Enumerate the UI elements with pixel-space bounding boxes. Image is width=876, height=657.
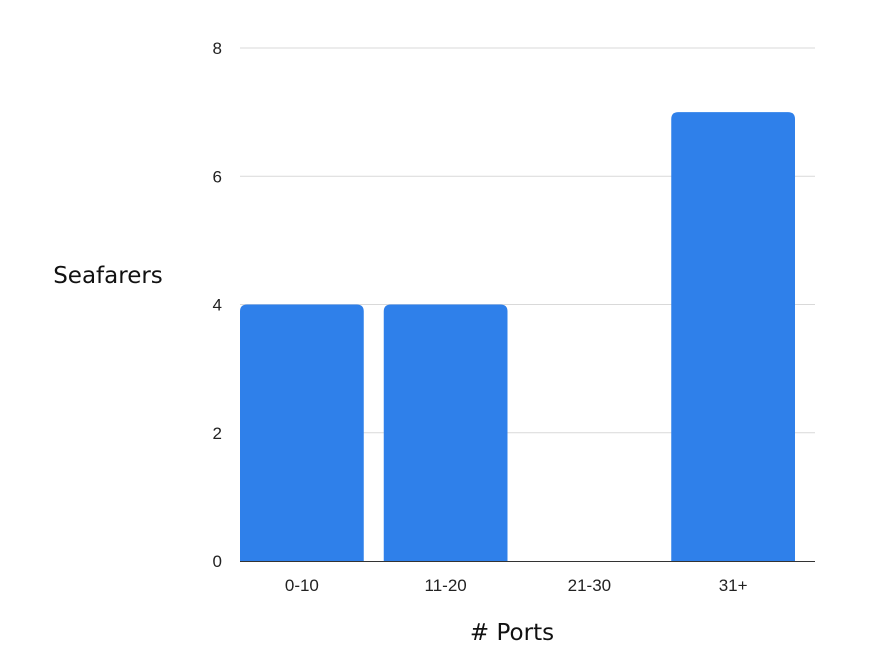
y-axis-ticks: 0 2 4 6 8 <box>213 39 222 571</box>
y-tick-label: 8 <box>213 39 222 58</box>
y-axis-title: Seafarers <box>53 263 163 289</box>
y-tick-label: 2 <box>213 424 222 443</box>
bars <box>240 112 795 561</box>
y-tick-label: 4 <box>213 296 222 315</box>
bar-0-10 <box>240 304 364 561</box>
x-tick-label: 31+ <box>719 576 748 595</box>
x-tick-label: 0-10 <box>285 576 319 595</box>
y-tick-label: 0 <box>213 552 222 571</box>
x-tick-label: 11-20 <box>425 576 467 595</box>
bar-11-20 <box>383 304 508 561</box>
x-axis-title: # Ports <box>470 620 554 646</box>
x-axis-ticks: 0-10 11-20 21-30 31+ <box>285 576 748 595</box>
bar-31+ <box>671 112 795 561</box>
x-tick-label: 21-30 <box>568 576 611 595</box>
y-tick-label: 6 <box>213 167 222 186</box>
